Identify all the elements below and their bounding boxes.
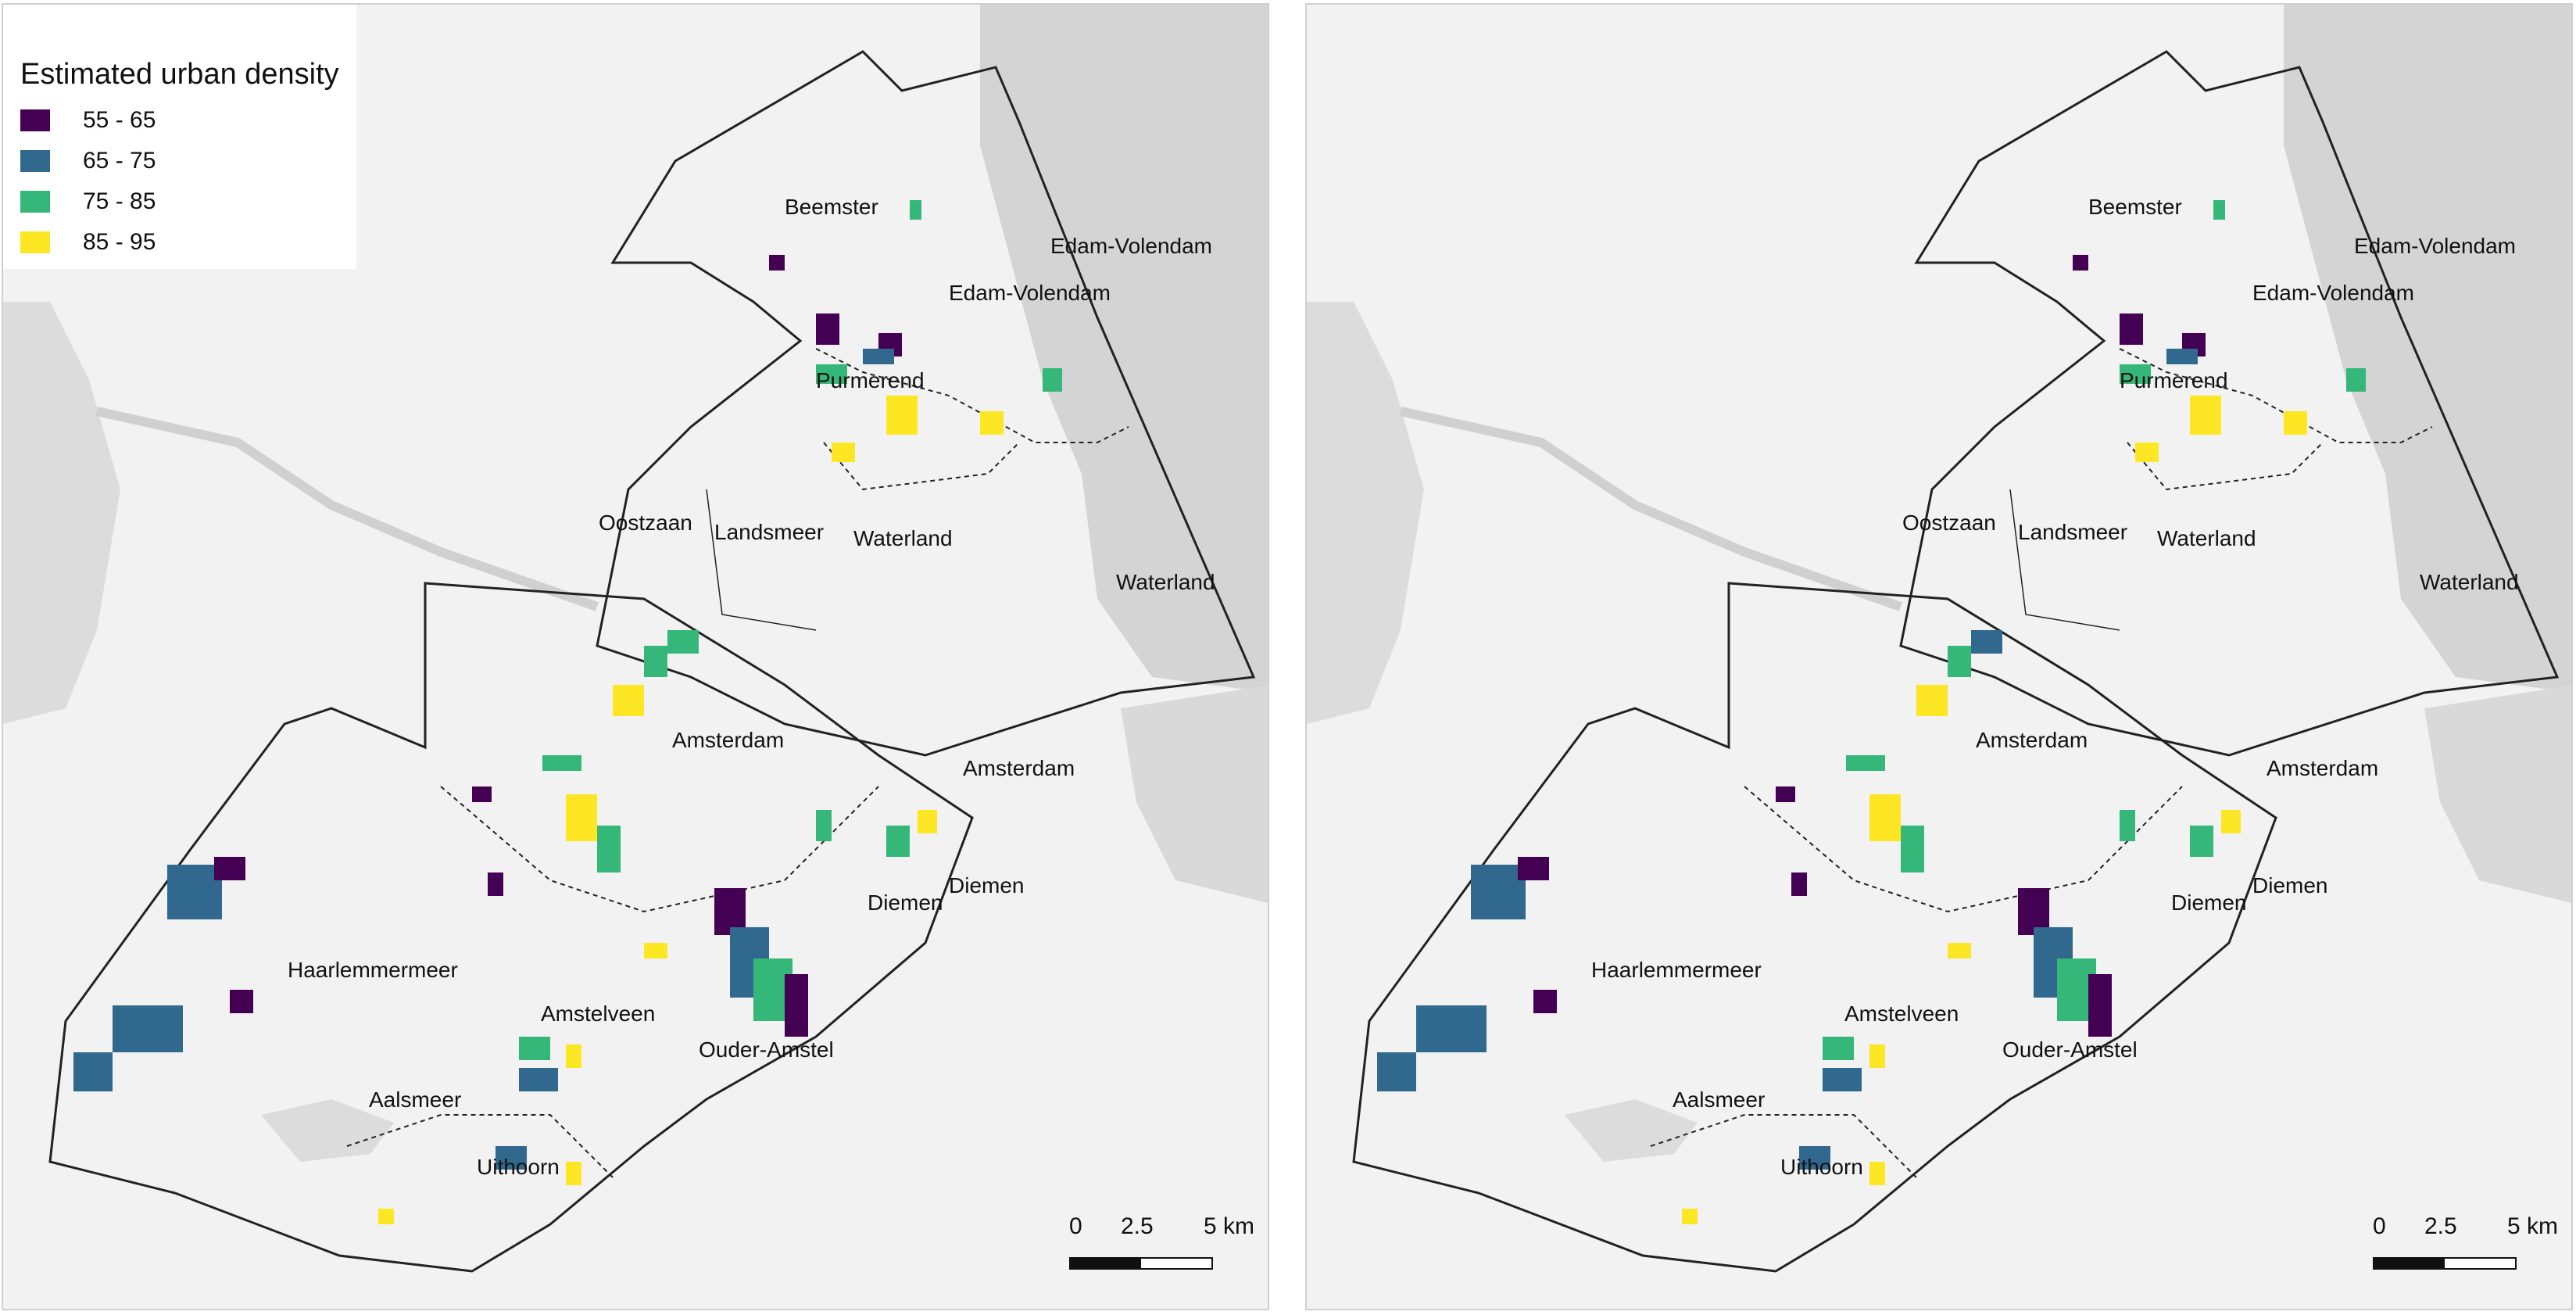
internal-boundary-5	[2009, 489, 2120, 631]
place-labels: Beemster Edam-Volendam Edam-Volendam Pur…	[288, 195, 1215, 1179]
legend-title: Estimated urban density	[20, 58, 339, 91]
north-sea-canal	[1399, 407, 1902, 611]
ij-lake	[2284, 5, 2571, 693]
north-sea-strip	[1307, 302, 1424, 724]
scale-track	[2373, 1257, 2517, 1270]
scale-tick-label: 0	[2373, 1213, 2386, 1239]
legend-swatch	[20, 191, 50, 213]
legend-label: 65 - 75	[83, 148, 156, 174]
place-label: Amsterdam	[1976, 728, 2088, 752]
scale-tick-label: 5 km	[2507, 1213, 2559, 1239]
density-patches	[1377, 200, 2366, 1224]
place-label: Diemen	[2171, 890, 2246, 915]
place-label: Diemen	[949, 873, 1024, 898]
internal-boundary-2	[823, 442, 1020, 491]
place-label: Oostzaan	[599, 511, 692, 535]
legend-label: 85 - 95	[83, 229, 156, 255]
legend-item: 85 - 95	[20, 227, 156, 258]
internal-boundary-4	[1650, 1114, 1917, 1178]
place-label: Ouder-Amstel	[699, 1037, 834, 1062]
legend-item: 65 - 75	[20, 145, 156, 177]
legend: Estimated urban density 55 - 65 65 - 75 …	[3, 5, 356, 269]
scale-track	[1069, 1257, 1213, 1270]
place-label: Amsterdam	[672, 728, 784, 752]
map-canvas-right: Beemster Edam-Volendam Edam-Volendam Pur…	[1307, 5, 2571, 1309]
legend-item: 55 - 65	[20, 105, 156, 136]
internal-boundary-3	[1744, 786, 2183, 913]
lake-south-east	[2424, 685, 2571, 904]
scale-tick-label: 2.5	[2424, 1213, 2457, 1239]
legend-label: 55 - 65	[83, 107, 156, 133]
north-sea-canal	[95, 407, 599, 611]
internal-boundary-5	[706, 489, 817, 631]
internal-boundary-4	[346, 1114, 614, 1178]
place-label: Landsmeer	[2018, 520, 2127, 544]
internal-boundary-3	[440, 786, 879, 913]
place-label: Edam-Volendam	[1050, 234, 1212, 258]
place-label: Haarlemmermeer	[288, 958, 458, 982]
internal-boundary-2	[2127, 442, 2324, 491]
place-label: Waterland	[853, 526, 953, 550]
legend-swatch	[20, 231, 50, 253]
legend-swatch	[20, 150, 50, 172]
place-label: Amsterdam	[963, 756, 1075, 780]
place-label: Purmerend	[2120, 368, 2228, 392]
place-label: Aalsmeer	[369, 1087, 461, 1112]
municipality-boundary-north	[1899, 50, 2560, 757]
place-label: Waterland	[1116, 570, 1215, 594]
place-labels: Beemster Edam-Volendam Edam-Volendam Pur…	[1591, 195, 2519, 1179]
north-sea-strip	[3, 302, 120, 724]
map-panel-left[interactable]: Beemster Edam-Volendam Edam-Volendam Pur…	[2, 3, 1269, 1310]
place-label: Amsterdam	[2267, 756, 2378, 780]
place-label: Waterland	[2157, 526, 2256, 550]
place-label: Landsmeer	[714, 520, 824, 544]
map-panel-right[interactable]: Beemster Edam-Volendam Edam-Volendam Pur…	[1305, 3, 2573, 1310]
map-canvas-left: Beemster Edam-Volendam Edam-Volendam Pur…	[3, 5, 1268, 1309]
legend-item: 75 - 85	[20, 186, 156, 217]
scale-tick-label: 0	[1069, 1213, 1082, 1239]
place-label: Aalsmeer	[1673, 1087, 1765, 1112]
place-label: Purmerend	[816, 368, 925, 392]
place-label: Ouder-Amstel	[2002, 1037, 2138, 1062]
scale-bar: 0 2.5 5 km	[2373, 1213, 2558, 1284]
place-label: Beemster	[2088, 195, 2182, 219]
scale-tick-label: 2.5	[1121, 1213, 1154, 1239]
density-patches	[73, 200, 1062, 1224]
place-label: Waterland	[2420, 570, 2519, 594]
place-label: Edam-Volendam	[949, 281, 1111, 305]
place-label: Uithoorn	[477, 1155, 560, 1179]
legend-swatch	[20, 109, 50, 131]
scale-bar: 0 2.5 5 km	[1069, 1213, 1254, 1284]
place-label: Oostzaan	[1902, 511, 1996, 535]
ij-lake	[980, 5, 1268, 693]
scale-tick-label: 5 km	[1204, 1213, 1255, 1239]
place-label: Amstelveen	[541, 1001, 655, 1026]
place-label: Haarlemmermeer	[1591, 958, 1762, 982]
place-label: Uithoorn	[1780, 1155, 1863, 1179]
place-label: Diemen	[2252, 873, 2327, 898]
haarlemmermeer-lake	[1565, 1099, 1698, 1162]
haarlemmermeer-lake	[261, 1099, 394, 1162]
municipality-boundary-south	[48, 582, 974, 1273]
lake-south-east	[1121, 685, 1268, 904]
municipality-boundary-north	[596, 50, 1256, 757]
legend-label: 75 - 85	[83, 188, 156, 214]
place-label: Beemster	[785, 195, 878, 219]
place-label: Amstelveen	[1844, 1001, 1959, 1026]
municipality-boundary-south	[1352, 582, 2277, 1273]
place-label: Edam-Volendam	[2252, 281, 2414, 305]
place-label: Diemen	[868, 890, 943, 915]
place-label: Edam-Volendam	[2354, 234, 2516, 258]
